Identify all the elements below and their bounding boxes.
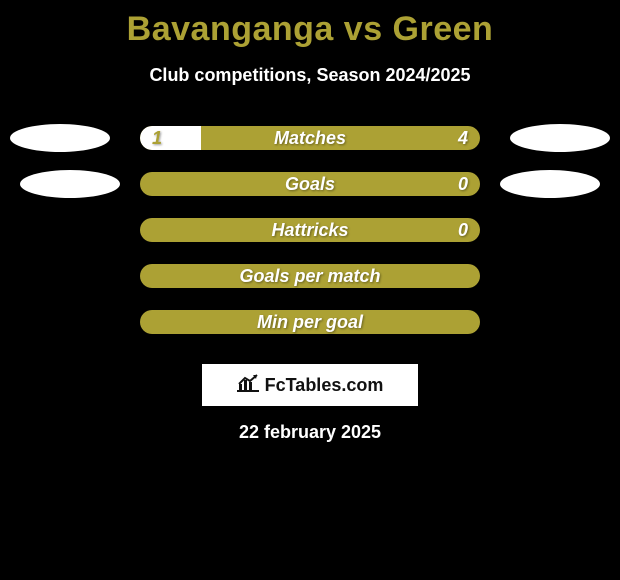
page-title: Bavanganga vs Green <box>0 0 620 49</box>
player-badge-left <box>10 124 110 152</box>
stat-label: Goals per match <box>140 264 480 288</box>
source-logo: FcTables.com <box>202 364 418 406</box>
stat-label: Hattricks <box>140 218 480 242</box>
stat-row: Goals0 <box>0 170 620 216</box>
stats-area: Matches14Goals0Hattricks0Goals per match… <box>0 124 620 354</box>
date-line: 22 february 2025 <box>0 422 620 443</box>
stat-row: Hattricks0 <box>0 216 620 262</box>
stat-row: Min per goal <box>0 308 620 354</box>
chart-icon <box>237 374 259 397</box>
player-badge-left <box>20 170 120 198</box>
comparison-infographic: Bavanganga vs Green Club competitions, S… <box>0 0 620 580</box>
stat-pill: Min per goal <box>140 310 480 334</box>
stat-pill: Matches1 4 <box>140 126 480 150</box>
stat-row: Goals per match <box>0 262 620 308</box>
logo-text: FcTables.com <box>265 375 384 396</box>
stat-value-right: 0 <box>458 172 468 196</box>
stat-value-right: 0 <box>458 218 468 242</box>
stat-pill: Goals per match <box>140 264 480 288</box>
stat-pill: Goals0 <box>140 172 480 196</box>
stat-value-left: 1 <box>152 126 162 150</box>
stat-label: Matches <box>140 126 480 150</box>
stat-label: Min per goal <box>140 310 480 334</box>
subtitle: Club competitions, Season 2024/2025 <box>0 65 620 86</box>
stat-value-right: 4 <box>458 126 468 150</box>
player-badge-right <box>510 124 610 152</box>
player-badge-right <box>500 170 600 198</box>
stat-row: Matches1 4 <box>0 124 620 170</box>
stat-label: Goals <box>140 172 480 196</box>
stat-pill: Hattricks0 <box>140 218 480 242</box>
